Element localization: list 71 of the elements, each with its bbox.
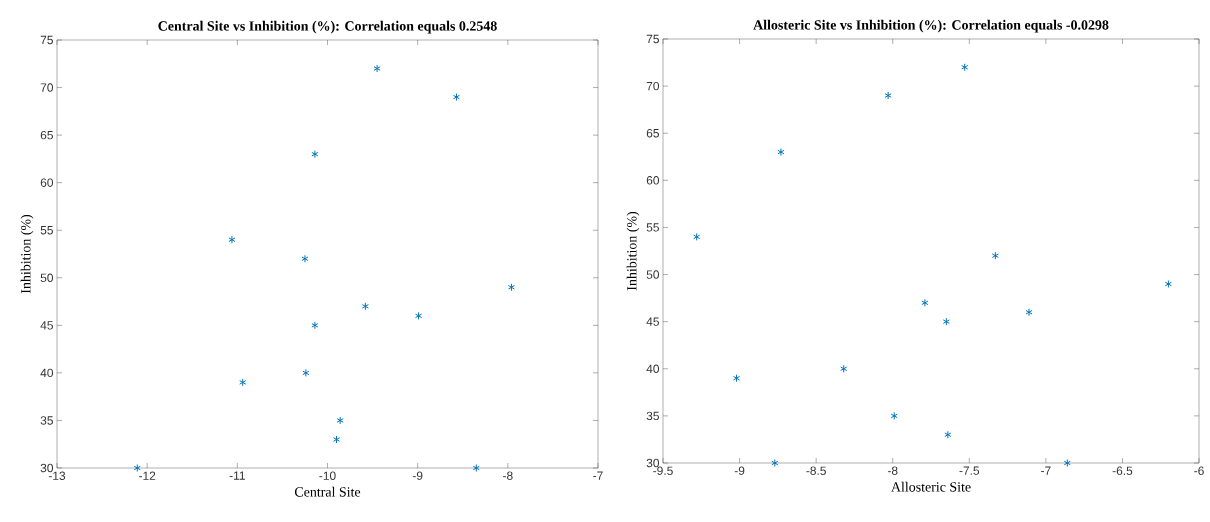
point [452,93,460,102]
point [472,464,480,472]
point [921,298,929,307]
y-tick-label: 60 [646,176,660,185]
x-tick-label: -9 [734,466,745,475]
y-tick-label: 65 [646,128,659,138]
point [732,374,741,383]
x-tick-label: -10 [319,471,336,480]
y-tick-label: 55 [40,226,53,235]
x-tick-label: -13 [48,471,66,480]
x-tick-label: -6 [1194,466,1204,475]
x-tick-label: -9.5 [653,466,673,475]
y-tick-label: 45 [646,317,659,326]
point [311,321,319,330]
point [1063,459,1071,467]
point [373,64,381,73]
x-tick-label: -8 [503,471,513,480]
point [332,435,341,444]
point [228,235,236,244]
x-tick-label: -8 [887,466,898,475]
point [942,317,950,326]
x-tick-label: -7 [593,471,603,480]
point [1164,279,1172,288]
x-tick-label: -8.5 [806,466,826,475]
x-tick-label: -11 [229,471,245,480]
point [944,430,952,439]
point [1025,308,1033,317]
point [777,148,785,157]
point [961,63,969,72]
y-tick-label: 70 [40,83,54,92]
point [133,464,141,472]
y-tick-label: 35 [646,411,659,421]
point [693,232,701,241]
x-tick-label: -12 [139,471,156,480]
y-tick-label: 40 [646,364,660,373]
x-axis-title: Allosteric Site [891,481,971,492]
point [302,368,310,377]
y-axis-title: Inhibition (%) [20,214,34,294]
point [301,254,309,263]
y-tick-label: 50 [646,270,660,279]
x-axis-title: Central Site [294,486,361,497]
x-tick-label: -7.5 [959,466,980,475]
point [507,283,515,292]
point [415,311,423,320]
y-tick-label: 50 [40,273,54,282]
y-tick-label: 30 [646,458,660,468]
y-tick-label: 45 [40,321,53,330]
point [361,302,369,311]
point [890,411,898,420]
point [239,378,247,387]
point [991,251,999,260]
y-tick-label: 75 [646,34,659,44]
x-tick-label: -7 [1041,466,1051,475]
chart-title: Central Site vs Inhibition (%): Correlation equals 0.2548 [158,20,497,34]
point [771,459,779,467]
y-tick-label: 40 [40,368,54,378]
y-tick-label: 30 [40,463,54,473]
y-tick-label: 60 [40,178,54,187]
y-axis-title: Inhibition (%) [626,211,640,291]
x-tick-label: -9 [412,471,423,480]
y-tick-label: 35 [40,416,53,425]
point [884,91,892,100]
y-tick-label: 65 [40,130,53,140]
x-tick-label: -6.5 [1112,466,1133,475]
y-tick-label: 55 [646,223,659,232]
y-tick-label: 70 [646,81,660,91]
chart-title: Allosteric Site vs Inhibition (%): Correlation equals -0.0298 [753,19,1109,33]
point [311,150,319,159]
y-tick-label: 75 [40,35,53,45]
point [840,364,848,373]
point [336,416,344,425]
